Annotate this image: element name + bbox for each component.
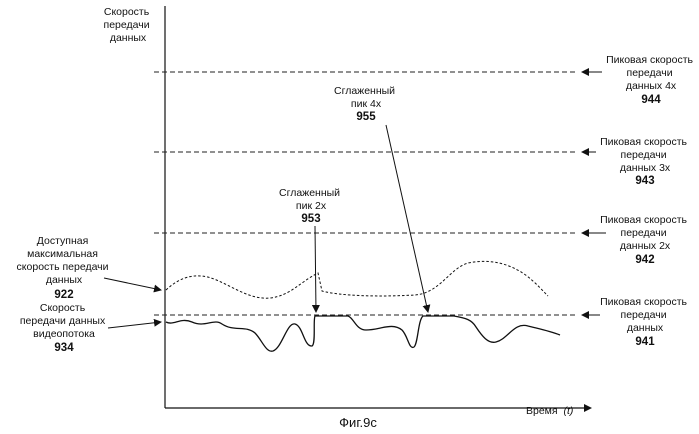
smoothed-peak-4x-ref: 955 [356,111,376,123]
peak-2x-ref: 942 [635,254,654,266]
video-rate-arrow [107,318,162,329]
peak-1x-label: Пиковая скорость передачи данных [600,296,690,334]
video-rate-label: Скорость передачи данных видеопотока [20,302,108,340]
video-rate-ref: 934 [54,342,74,354]
smoothed-peak-2x-ref: 953 [301,213,320,225]
video-rate-curve [165,315,561,352]
peak-4x-ref: 944 [641,94,661,106]
smoothed-peak-2x-label: Сглаженный пик 2x [279,187,343,212]
smoothed-peak-4x-arrow [385,124,431,313]
smoothed-peak-2x-arrow [311,225,320,313]
peak-2x-label: Пиковая скорость передачи данных 2x [600,214,690,252]
peak-3x-label: Пиковая скорость передачи данных 3x [600,136,690,174]
figure-caption: Фиг.9с [339,415,377,430]
x-axis-label: Время (t) [526,405,573,417]
x-axis-arrowhead [584,404,592,412]
available-rate-label: Доступная максимальная скорость передачи… [17,235,112,286]
available-rate-ref: 922 [54,289,73,301]
peak-4x-label: Пиковая скорость передачи данных 4x [606,54,696,92]
peak-3x-ref: 943 [635,175,654,187]
available-rate-arrow [103,277,162,293]
available-rate-curve [165,260,549,299]
smoothed-peak-4x-label: Сглаженный пик 4x [334,85,398,110]
y-axis-label: Скорость передачи данных [104,6,153,44]
peak-1x-ref: 941 [635,336,655,348]
